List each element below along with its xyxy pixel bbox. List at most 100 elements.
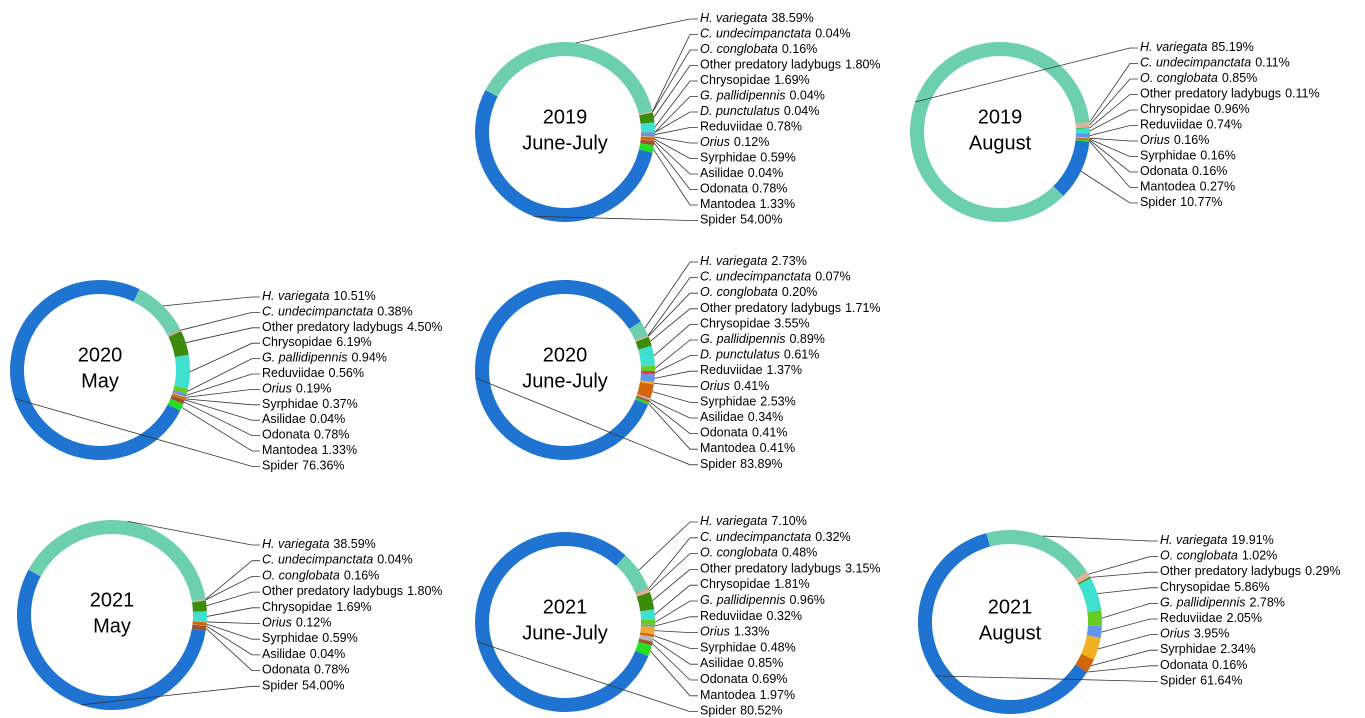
legend-name: Syrphidae [700, 151, 756, 165]
donut-segment [640, 370, 655, 375]
legend-value: 1.33% [734, 625, 769, 639]
leader-line [1080, 170, 1138, 204]
legend-value: 0.85% [1222, 71, 1257, 85]
legend-name: Reduviidae [700, 609, 763, 623]
legend-value: 1.02% [1242, 549, 1277, 563]
legend-name: O. conglobata [700, 285, 778, 299]
legend-value: 0.89% [789, 332, 824, 346]
leader-line [185, 388, 260, 398]
legend-value: 76.36% [302, 459, 344, 473]
leader-line [206, 607, 260, 617]
legend-value: 0.38% [377, 305, 412, 319]
legend-name: Odonata [1160, 658, 1208, 672]
legend-value: 0.34% [748, 410, 783, 424]
leader-line [189, 342, 260, 373]
legend-label: Asilidae 0.04% [262, 647, 345, 661]
donut-segment [637, 382, 654, 399]
donut-segment [635, 641, 652, 657]
legend-value: 0.32% [815, 530, 850, 544]
donut-segment [1087, 610, 1102, 627]
legend-value: 0.16% [1200, 149, 1235, 163]
legend-value: 0.12% [296, 616, 331, 630]
legend-name: Mantodea [700, 197, 756, 211]
donut-segment [171, 395, 185, 401]
legend-value: 19.91% [1231, 533, 1273, 547]
donut-segment [28, 520, 206, 602]
legend-value: 0.27% [1200, 180, 1235, 194]
legend-name: G. pallidipennis [1160, 596, 1245, 610]
leader-line [1089, 125, 1138, 137]
legend-name: Chrysopidae [700, 73, 770, 87]
donut-segment [638, 143, 654, 153]
legend-label: O. conglobata 0.48% [700, 546, 817, 560]
donut-segment [167, 329, 182, 338]
legend-name: Spider [262, 459, 298, 473]
legend-name: Other predatory ladybugs [1160, 564, 1301, 578]
donut-segment [170, 395, 185, 405]
leader-line [654, 600, 698, 623]
legend-name: C. undecimpanctata [700, 270, 811, 284]
donut-segment [640, 365, 655, 371]
legend-value: 80.52% [740, 704, 782, 718]
leader-line [180, 311, 260, 331]
donut-chart: 2021 June-July H. variegata 7.10% C. undecim… [474, 514, 881, 718]
legend-label: Chrysopidae 0.96% [1140, 102, 1250, 116]
legend-label: Syrphidae 2.53% [700, 395, 796, 409]
donut-segment [192, 611, 208, 622]
legend-label: C. undecimpanctata 0.07% [700, 270, 851, 284]
legend-label: H. variegata 7.10% [700, 514, 807, 528]
donut-segment [167, 398, 184, 411]
donut-segment [1078, 578, 1102, 612]
leader-line [654, 630, 698, 633]
legend-label: Odonata 0.69% [700, 672, 787, 686]
legend-name: Orius [262, 616, 292, 630]
chart-title: 2021 [988, 596, 1033, 618]
legend-label: Chrysopidae 1.69% [700, 73, 810, 87]
legend-label: Spider 76.36% [262, 459, 345, 473]
legend-value: 0.61% [784, 348, 819, 362]
leader-line [163, 296, 260, 307]
donut-segment [192, 624, 207, 627]
donut-segment [640, 136, 655, 138]
legend-name: Odonata [262, 663, 310, 677]
legend-label: H. variegata 10.51% [262, 289, 376, 303]
legend-name: Syrphidae [1160, 642, 1216, 656]
chart-title: 2019 [978, 106, 1023, 128]
legend-label: Other predatory ladybugs 0.11% [1140, 87, 1320, 101]
chart-subtitle: June-July [522, 370, 608, 392]
legend-value: 0.20% [782, 285, 817, 299]
legend-name: Chrysopidae [700, 317, 770, 331]
donut-segment [172, 390, 187, 397]
leader-line [187, 358, 260, 392]
legend-value: 0.04% [377, 553, 412, 567]
chart-subtitle: August [979, 622, 1042, 644]
donut-segment [191, 599, 206, 603]
donut-segment [1075, 139, 1090, 142]
legend-value: 85.19% [1211, 40, 1253, 54]
donut-chart: 2020 June-July H. variegata 2.73% C. undecim… [475, 254, 881, 471]
legend-value: 0.94% [351, 351, 386, 365]
donut-segment [639, 632, 655, 638]
legend-label: Spider 83.89% [700, 457, 783, 471]
legend-value: 0.04% [310, 412, 345, 426]
legend-value: 0.78% [314, 663, 349, 677]
legend-label: Orius 0.19% [262, 382, 331, 396]
legend-label: G. pallidipennis 0.04% [700, 89, 825, 103]
legend-value: 1.69% [774, 73, 809, 87]
donut-segment [635, 335, 649, 342]
chart-title: 2019 [543, 106, 588, 128]
legend-label: Other predatory ladybugs 0.29% [1160, 564, 1341, 578]
leader-line [1089, 109, 1138, 132]
legend-name: Syrphidae [700, 395, 756, 409]
legend-value: 2.73% [771, 254, 806, 268]
legend-label: Syrphidae 0.37% [262, 397, 358, 411]
leader-line [654, 127, 698, 135]
legend-value: 0.11% [1285, 87, 1320, 101]
legend-label: Odonata 0.41% [700, 426, 787, 440]
legend-name: Other predatory ladybugs [700, 301, 841, 315]
leader-line [649, 399, 698, 419]
legend-name: O. conglobata [700, 546, 778, 560]
legend-label: Other predatory ladybugs 1.80% [262, 584, 443, 598]
legend-name: Reduviidae [262, 366, 325, 380]
